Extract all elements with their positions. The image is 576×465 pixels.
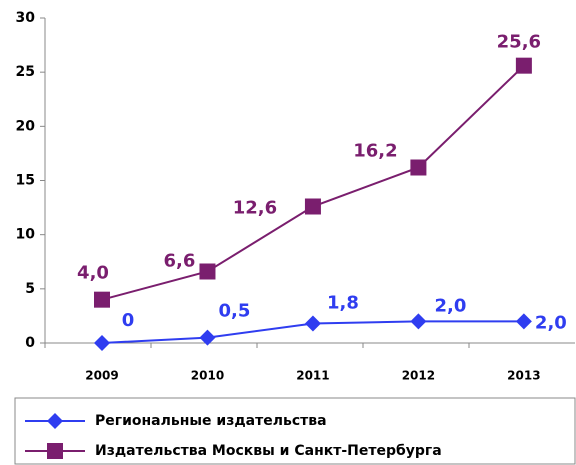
marker [304, 315, 321, 332]
marker [94, 291, 110, 308]
y-tick-label: 30 [16, 10, 36, 26]
marker [94, 335, 110, 351]
data-label: 1,8 [327, 293, 359, 314]
marker [410, 159, 427, 176]
marker [47, 413, 63, 429]
marker [304, 198, 321, 215]
marker [199, 329, 216, 346]
data-label: 0,5 [219, 301, 251, 322]
y-tick-label: 15 [16, 173, 35, 189]
marker [199, 263, 216, 280]
x-tick-label: 2010 [191, 369, 224, 383]
marker [515, 313, 532, 330]
legend-label: Региональные издательства [95, 413, 327, 429]
marker [515, 57, 532, 74]
marker [47, 443, 63, 459]
data-label: 12,6 [233, 198, 277, 219]
data-label: 6,6 [164, 251, 196, 272]
x-tick-label: 2013 [507, 369, 540, 383]
y-tick-label: 10 [16, 227, 36, 243]
data-label: 2,0 [434, 295, 466, 316]
y-tick-label: 5 [25, 281, 35, 297]
y-tick-label: 20 [16, 118, 36, 134]
x-tick-label: 2009 [85, 369, 118, 383]
data-label: 25,6 [497, 32, 541, 53]
y-tick-label: 0 [25, 335, 35, 351]
y-tick-label: 25 [16, 64, 35, 80]
legend-label: Издательства Москвы и Санкт-Петербурга [95, 443, 442, 459]
data-label: 0 [122, 310, 135, 331]
data-label: 4,0 [77, 263, 109, 284]
x-tick-label: 2012 [402, 369, 435, 383]
x-tick-label: 2011 [296, 369, 329, 383]
data-label: 16,2 [353, 141, 397, 162]
marker [410, 313, 427, 330]
legend-box [14, 397, 576, 465]
data-label: 2,0 [535, 312, 567, 333]
